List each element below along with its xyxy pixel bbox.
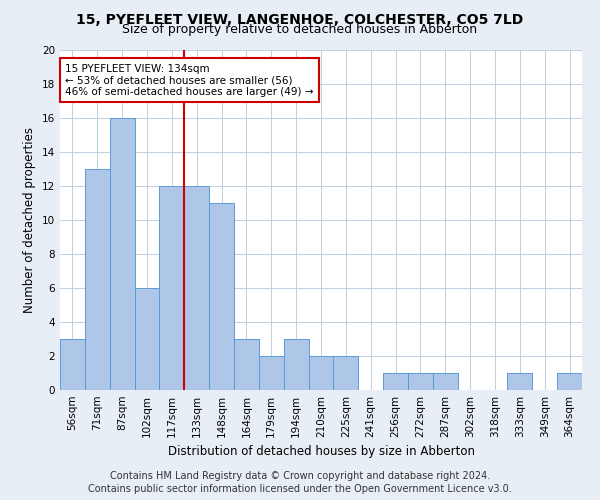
Text: Contains HM Land Registry data © Crown copyright and database right 2024.
Contai: Contains HM Land Registry data © Crown c…	[88, 471, 512, 494]
Bar	[60, 339, 85, 390]
X-axis label: Distribution of detached houses by size in Abberton: Distribution of detached houses by size …	[167, 446, 475, 458]
Bar	[408, 373, 433, 390]
Bar	[308, 356, 334, 390]
Bar	[334, 356, 358, 390]
Text: 15 PYEFLEET VIEW: 134sqm
← 53% of detached houses are smaller (56)
46% of semi-d: 15 PYEFLEET VIEW: 134sqm ← 53% of detach…	[65, 64, 314, 97]
Text: 15, PYEFLEET VIEW, LANGENHOE, COLCHESTER, CO5 7LD: 15, PYEFLEET VIEW, LANGENHOE, COLCHESTER…	[76, 12, 524, 26]
Bar	[259, 356, 284, 390]
Bar	[234, 339, 259, 390]
Bar	[209, 203, 234, 390]
Text: Size of property relative to detached houses in Abberton: Size of property relative to detached ho…	[122, 22, 478, 36]
Bar	[383, 373, 408, 390]
Bar	[508, 373, 532, 390]
Bar	[184, 186, 209, 390]
Bar	[557, 373, 582, 390]
Y-axis label: Number of detached properties: Number of detached properties	[23, 127, 37, 313]
Bar	[134, 288, 160, 390]
Bar	[85, 169, 110, 390]
Bar	[110, 118, 134, 390]
Bar	[160, 186, 184, 390]
Bar	[433, 373, 458, 390]
Bar	[284, 339, 308, 390]
